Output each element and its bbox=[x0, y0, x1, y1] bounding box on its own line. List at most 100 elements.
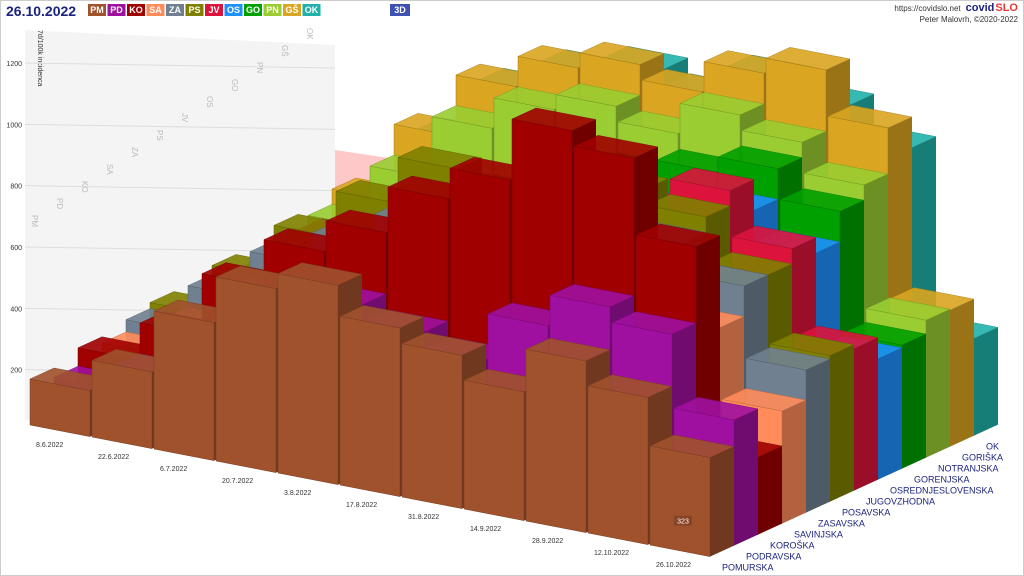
legend-button[interactable] bbox=[166, 4, 184, 16]
legend-button[interactable] bbox=[302, 4, 321, 16]
bar-side bbox=[854, 337, 878, 491]
bar-front bbox=[525, 348, 587, 533]
x-tick-label: 3.8.2022 bbox=[284, 490, 311, 497]
legend-button[interactable] bbox=[263, 4, 282, 16]
region-label: OK bbox=[986, 442, 999, 452]
bar-side bbox=[830, 344, 854, 502]
legend-label[interactable]: JV bbox=[208, 5, 219, 15]
site-url[interactable]: https://covidslo.net bbox=[894, 4, 961, 13]
bar-side bbox=[782, 400, 806, 524]
legend-button[interactable] bbox=[107, 4, 126, 16]
grid-line bbox=[24, 62, 336, 69]
y-tick-label: 1000 bbox=[6, 122, 22, 129]
x-tick-label: 20.7.2022 bbox=[222, 478, 253, 485]
bar-side bbox=[878, 347, 902, 480]
legend-label[interactable]: PD bbox=[110, 5, 123, 15]
mode-button[interactable] bbox=[390, 4, 410, 16]
bar-front bbox=[463, 379, 525, 521]
legend-button[interactable] bbox=[224, 4, 243, 16]
legend-button[interactable] bbox=[205, 4, 223, 16]
wall-label: OS bbox=[205, 96, 214, 108]
grid-line bbox=[24, 123, 336, 130]
data-label: 323 bbox=[677, 519, 689, 526]
legend-button[interactable] bbox=[146, 4, 165, 16]
wall-label: GO bbox=[230, 79, 239, 91]
legend-label[interactable]: OK bbox=[305, 5, 319, 15]
legend-label[interactable]: GŠ bbox=[285, 4, 298, 15]
x-tick-label: 31.8.2022 bbox=[408, 514, 439, 521]
legend-button[interactable] bbox=[127, 4, 145, 16]
bar-side bbox=[806, 359, 830, 513]
wall-label: SA bbox=[105, 164, 114, 175]
bar bbox=[649, 434, 735, 557]
wall-label: JV bbox=[180, 113, 189, 123]
legend-label[interactable]: PS bbox=[188, 5, 200, 15]
wall-label: PD bbox=[55, 198, 64, 209]
y-tick-label: 600 bbox=[10, 245, 22, 252]
wall-label: KO bbox=[80, 181, 89, 193]
mode-button-label[interactable]: 3D bbox=[394, 5, 406, 15]
legend-label[interactable]: PM bbox=[90, 5, 104, 15]
y-tick-label: 800 bbox=[10, 184, 22, 191]
region-label: POMURSKA bbox=[722, 563, 774, 573]
y-tick-label: 1200 bbox=[6, 61, 22, 68]
date-title: 26.10.2022 bbox=[6, 3, 76, 19]
wall-label: ZA bbox=[130, 147, 139, 158]
region-label: GORIŠKA bbox=[962, 453, 1003, 463]
x-tick-label: 26.10.2022 bbox=[656, 562, 691, 569]
wall-label: GŠ bbox=[280, 45, 289, 57]
region-label: SAVINJSKA bbox=[794, 530, 843, 540]
credit: Peter Malovrh, ©2020-2022 bbox=[920, 15, 1019, 24]
bar-front bbox=[401, 343, 463, 509]
x-tick-label: 12.10.2022 bbox=[594, 550, 629, 557]
bar-front bbox=[215, 276, 277, 473]
bar-side bbox=[758, 446, 782, 535]
legend-label[interactable]: SA bbox=[149, 5, 162, 15]
legend-button[interactable] bbox=[283, 4, 301, 16]
data-label-bg bbox=[674, 515, 692, 526]
wall-label: PM bbox=[30, 215, 39, 227]
region-label: GORENJSKA bbox=[914, 475, 970, 485]
brand-accent: SLO bbox=[995, 2, 1018, 14]
legend-label[interactable]: KO bbox=[129, 5, 143, 15]
legend-label[interactable]: ZA bbox=[169, 5, 181, 15]
y-tick-label: 400 bbox=[10, 306, 22, 313]
legend-label[interactable]: PN bbox=[266, 5, 279, 15]
bar-side bbox=[710, 446, 734, 557]
region-label: POSAVSKA bbox=[842, 508, 890, 518]
y-axis-label: 7d/100k incidenca bbox=[36, 30, 43, 87]
x-tick-label: 22.6.2022 bbox=[98, 454, 129, 461]
legend-button[interactable] bbox=[185, 4, 204, 16]
region-label: OSREDNJESLOVENSKA bbox=[890, 486, 994, 496]
grid-line bbox=[24, 185, 336, 192]
region-label: JUGOVZHODNA bbox=[866, 497, 935, 507]
bar-front bbox=[277, 273, 339, 485]
x-tick-label: 14.9.2022 bbox=[470, 526, 501, 533]
x-tick-label: 17.8.2022 bbox=[346, 502, 377, 509]
x-tick-label: 28.9.2022 bbox=[532, 538, 563, 545]
bar-side bbox=[902, 334, 926, 469]
region-label: PODRAVSKA bbox=[746, 552, 801, 562]
legend-label[interactable]: GO bbox=[246, 5, 260, 15]
region-label: NOTRANJSKA bbox=[938, 464, 999, 474]
bar-side bbox=[734, 408, 758, 546]
bar-side bbox=[926, 309, 950, 458]
legend-button[interactable] bbox=[244, 4, 262, 16]
wall-label: PN bbox=[255, 62, 264, 73]
wall-label: PS bbox=[155, 130, 164, 141]
legend-button[interactable] bbox=[88, 4, 106, 16]
x-tick-label: 6.7.2022 bbox=[160, 466, 187, 473]
bar-front bbox=[91, 360, 153, 449]
region-label: KOROŠKA bbox=[770, 541, 815, 551]
wall-label: OK bbox=[305, 28, 314, 40]
y-tick-label: 200 bbox=[10, 368, 22, 375]
bar-side bbox=[950, 299, 974, 447]
brand: covid bbox=[966, 2, 995, 14]
bar-front bbox=[587, 385, 649, 545]
bar-front bbox=[153, 310, 215, 461]
bar-front bbox=[339, 316, 401, 497]
bar-front bbox=[649, 445, 711, 557]
bar-side bbox=[974, 327, 998, 436]
legend-label[interactable]: OS bbox=[227, 5, 240, 15]
